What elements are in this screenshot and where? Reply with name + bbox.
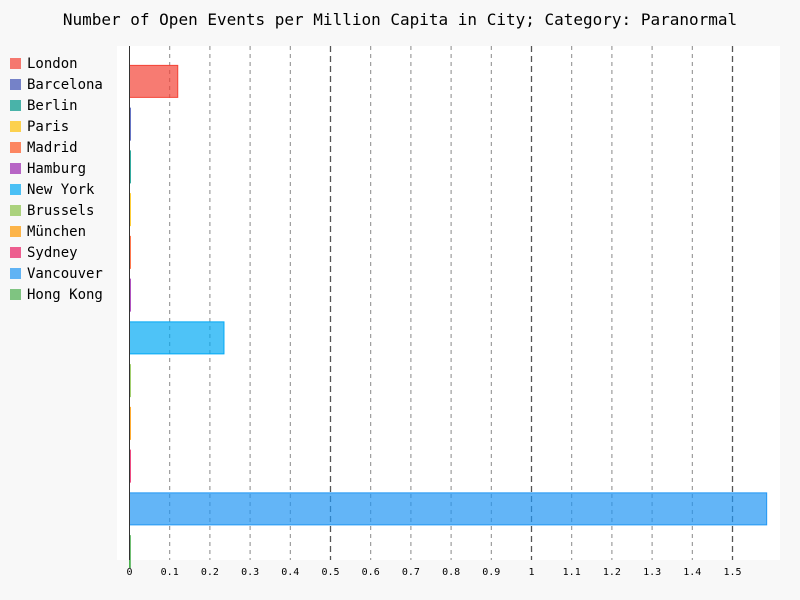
x-tick-label: 1.1 bbox=[563, 567, 581, 578]
legend-swatch bbox=[10, 121, 21, 132]
legend-swatch bbox=[10, 205, 21, 216]
legend-label: Sydney bbox=[27, 244, 78, 261]
x-tick-label: 1.2 bbox=[603, 567, 621, 578]
legend-label: Brussels bbox=[27, 202, 95, 219]
plot-background bbox=[117, 46, 780, 560]
legend: London Barcelona Berlin Paris Madrid Hamburg N… bbox=[10, 53, 103, 305]
legend-swatch bbox=[10, 289, 21, 300]
legend-label: Barcelona bbox=[27, 76, 103, 93]
legend-label: Hamburg bbox=[27, 160, 87, 177]
legend-swatch bbox=[10, 100, 21, 111]
legend-swatch bbox=[10, 58, 21, 69]
legend-label: Hong Kong bbox=[27, 286, 103, 303]
x-tick-label: 0.9 bbox=[482, 567, 500, 578]
legend-item[interactable]: Madrid bbox=[10, 137, 103, 158]
legend-item[interactable]: New York bbox=[10, 179, 103, 200]
bars bbox=[129, 64, 768, 569]
x-tick-label: 1 bbox=[528, 567, 534, 578]
x-tick-label: 0 bbox=[126, 567, 132, 578]
grid-lines bbox=[169, 46, 734, 560]
bar-london[interactable] bbox=[129, 64, 179, 98]
legend-item[interactable]: Hong Kong bbox=[10, 284, 103, 305]
legend-swatch bbox=[10, 184, 21, 195]
x-tick-label: 1.5 bbox=[723, 567, 741, 578]
legend-label: München bbox=[27, 223, 87, 240]
legend-item[interactable]: Sydney bbox=[10, 242, 103, 263]
x-tick-label: 1.4 bbox=[683, 567, 701, 578]
x-tick-label: 0.1 bbox=[161, 567, 179, 578]
legend-label: Madrid bbox=[27, 139, 78, 156]
legend-item[interactable]: Barcelona bbox=[10, 74, 103, 95]
x-tick-label: 0.4 bbox=[281, 567, 299, 578]
legend-swatch bbox=[10, 247, 21, 258]
legend-swatch bbox=[10, 79, 21, 90]
x-tick-label: 0.2 bbox=[201, 567, 219, 578]
legend-item[interactable]: Berlin bbox=[10, 95, 103, 116]
legend-label: Berlin bbox=[27, 97, 78, 114]
legend-label: London bbox=[27, 55, 78, 72]
chart-title: Number of Open Events per Million Capita… bbox=[62, 10, 738, 29]
x-axis-ticks: 0 0.1 0.2 0.3 0.4 0.5 0.6 0.7 0.8 0.9 1 1.1 1.2 1.3 1.… bbox=[126, 567, 741, 578]
legend-item[interactable]: Paris bbox=[10, 116, 103, 137]
legend-swatch bbox=[10, 226, 21, 237]
legend-item[interactable]: Brussels bbox=[10, 200, 103, 221]
legend-swatch bbox=[10, 142, 21, 153]
legend-label: New York bbox=[27, 181, 95, 198]
legend-item[interactable]: München bbox=[10, 221, 103, 242]
legend-item[interactable]: Hamburg bbox=[10, 158, 103, 179]
legend-label: Vancouver bbox=[27, 265, 103, 282]
x-tick-label: 0.8 bbox=[442, 567, 460, 578]
x-tick-label: 1.3 bbox=[643, 567, 661, 578]
legend-swatch bbox=[10, 163, 21, 174]
legend-item[interactable]: Vancouver bbox=[10, 263, 103, 284]
legend-swatch bbox=[10, 268, 21, 279]
x-tick-label: 0.5 bbox=[321, 567, 339, 578]
legend-label: Paris bbox=[27, 118, 70, 135]
x-tick-label: 0.7 bbox=[402, 567, 420, 578]
x-tick-label: 0.3 bbox=[241, 567, 259, 578]
bar-vancouver[interactable] bbox=[129, 492, 768, 526]
legend-item[interactable]: London bbox=[10, 53, 103, 74]
bar-new-york[interactable] bbox=[129, 321, 225, 355]
x-tick-label: 0.6 bbox=[362, 567, 380, 578]
